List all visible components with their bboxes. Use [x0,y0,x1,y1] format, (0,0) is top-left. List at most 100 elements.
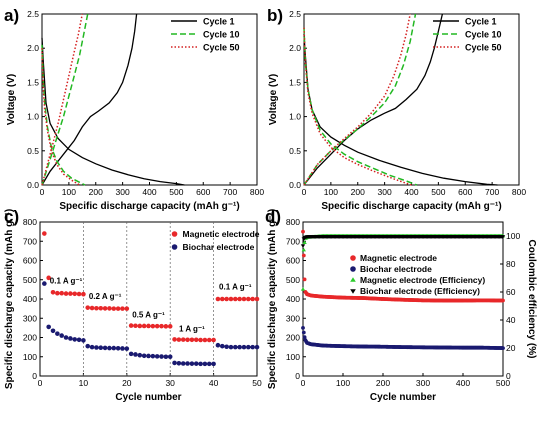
data-point [241,344,247,350]
rate-label: 0.1 A g⁻¹ [50,277,83,286]
data-point [300,287,306,291]
x-tick-label: 0 [302,187,307,197]
y-tick-label: 200 [286,333,300,343]
data-point [302,335,307,340]
x-tick-label: 50 [252,378,262,388]
legend-label: Cycle 50 [465,43,502,53]
series-line-cycle-50-charge [303,13,411,186]
chart-panel-1: 0 100 200 300 400 500 600 700 800 0.0 0.5 1.0 1.5 2.0… [267,6,526,212]
x-tick-label: 600 [196,187,210,197]
data-point [176,360,182,366]
x-tick-label: 400 [456,378,470,388]
x-tick-label: 10 [79,378,89,388]
series-line-cycle-50-charge [41,13,84,186]
data-point [159,354,164,359]
data-point [85,305,91,310]
data-point [233,296,238,302]
y-tick-label: 0.5 [289,146,301,156]
data-point [68,336,73,341]
data-point [141,323,147,329]
data-point [189,337,195,343]
data-point [154,354,160,359]
chart-panel-0: 0 100 200 300 400 500 600 700 800 0.0 0.5 1.0 1.5 2.0… [4,6,264,212]
y-axis-title: Specific discharge capacity (mAh g⁻¹) [267,209,278,389]
y-tick-label: 700 [286,236,300,246]
x-tick-label: 500 [496,378,510,388]
data-point [159,323,164,329]
x-tick-label: 800 [250,187,264,197]
data-point [146,353,151,359]
series-line-cycle-1-discharge [41,37,185,186]
data-point [176,337,182,342]
data-point [301,229,305,234]
x-axis-title: Specific discharge capacity (mAh g⁻¹) [321,201,501,212]
data-point [228,344,234,350]
legend-marker [171,231,178,237]
legend-label: Cycle 50 [203,43,240,53]
data-point [501,298,505,303]
data-point [501,346,505,350]
y-tick-label: 0.0 [27,180,39,190]
data-point [59,333,64,338]
data-point [150,353,156,359]
data-point [198,361,203,367]
data-point [302,240,307,244]
x-tick-label: 0 [301,378,306,388]
data-point [94,305,99,311]
data-point [42,231,47,236]
data-point [233,344,238,350]
data-point [102,345,108,351]
y-tick-label: 600 [23,256,37,266]
legend-marker [350,255,356,261]
series-magnetic-electrode [301,229,505,303]
y-tick-label: 400 [23,294,37,304]
data-point [42,281,47,286]
y-tick-label: 1.5 [27,77,39,87]
y2-tick-label: 80 [506,259,516,269]
x-tick-label: 100 [62,187,76,197]
data-point [172,337,177,342]
data-point [85,343,91,349]
y-tick-label: 1.5 [289,77,301,87]
series-line-cycle-1-discharge [303,34,498,186]
data-point [137,323,143,329]
data-point [301,325,305,330]
series-line-cycle-1-charge [303,13,444,186]
y-tick-label: 0 [32,371,37,381]
data-point [185,337,190,343]
data-point [154,323,160,329]
panel-label: c) [4,207,19,226]
y-tick-label: 800 [286,217,300,227]
legend-label: Magnetic electrode [360,253,437,263]
data-point [111,345,117,351]
y-tick-label: 0.0 [289,180,301,190]
data-point [219,296,225,302]
data-point [98,305,104,311]
data-point [68,291,73,296]
x-tick-label: 200 [376,378,390,388]
y-tick-label: 2.0 [27,43,39,53]
data-point [81,338,86,343]
data-point [50,289,56,295]
data-point [163,324,169,329]
panel-label: d) [265,207,281,226]
y2-tick-label: 60 [506,287,516,297]
chart-panel-2: 0 10 20 30 40 500100200300400500600700800Cycl… [4,207,262,403]
data-point [163,354,169,360]
data-point [224,344,229,350]
y2-tick-label: 0 [506,371,511,381]
x-tick-label: 600 [458,187,472,197]
data-point [202,361,208,367]
data-point [128,323,134,328]
data-point [107,306,112,311]
legend-label: Cycle 10 [465,30,502,40]
y-tick-label: 1.0 [27,112,39,122]
x-tick-label: 500 [169,187,183,197]
legend-label: Cycle 1 [203,17,235,27]
x-tick-label: 300 [116,187,130,197]
data-point [59,290,64,296]
data-point [133,352,138,357]
x-tick-label: 300 [378,187,392,197]
data-point [211,337,216,343]
x-tick-label: 700 [485,187,499,197]
